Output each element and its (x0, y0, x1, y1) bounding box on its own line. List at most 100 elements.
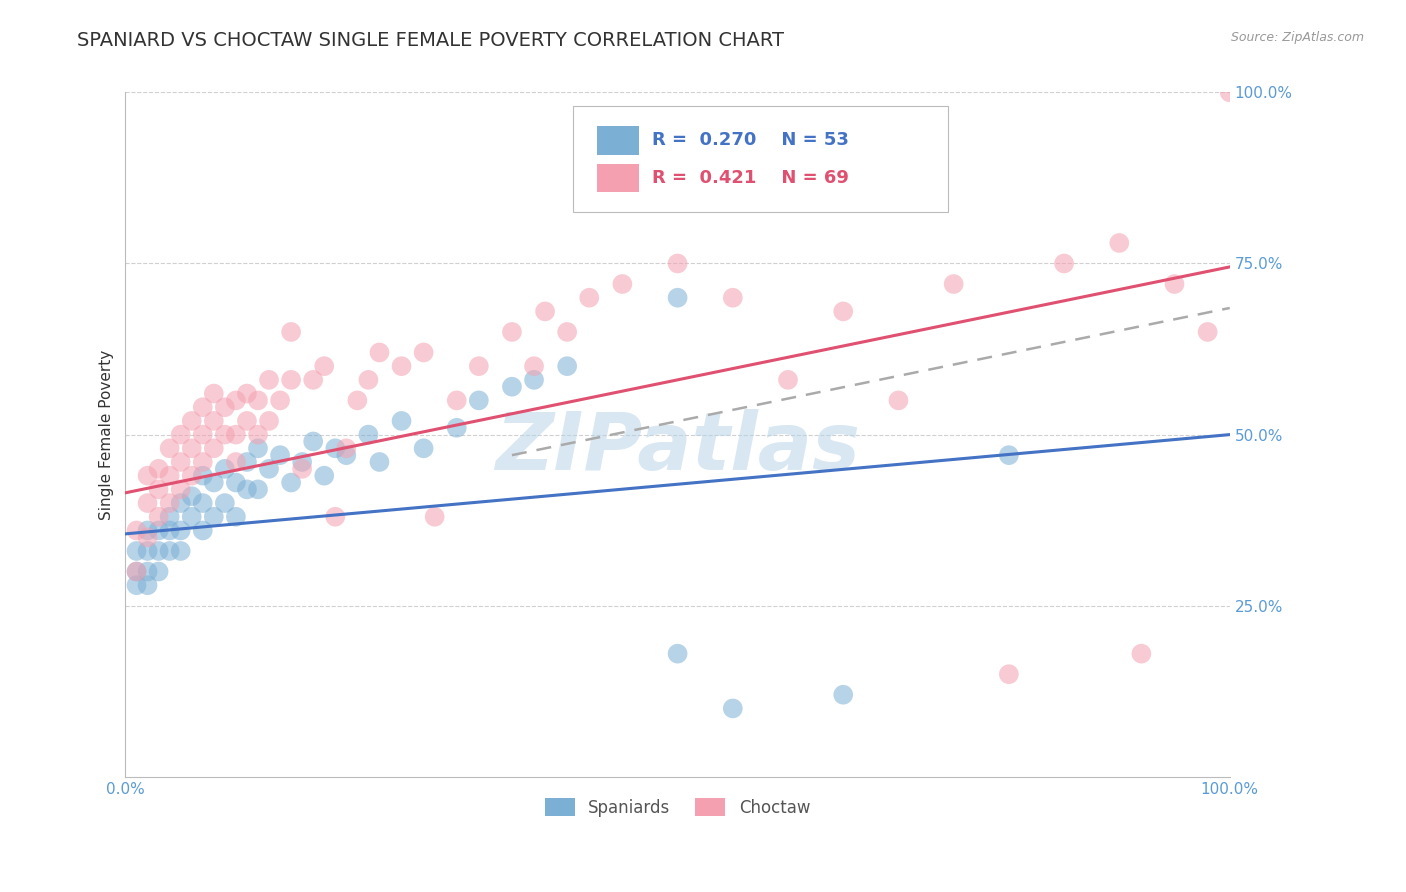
Point (335, 448, 357, 462)
Point (534, 304, 557, 318)
Point (246, 393, 269, 408)
Point (191, 496, 214, 510)
Point (323, 509, 346, 524)
Point (136, 565, 159, 579)
Point (523, 359, 546, 373)
Point (1219, 86, 1241, 100)
Point (1108, 235, 1130, 250)
Point (236, 386, 259, 401)
Text: Source: ZipAtlas.com: Source: ZipAtlas.com (1230, 31, 1364, 45)
Point (148, 565, 170, 579)
Point (578, 291, 600, 305)
Point (412, 442, 434, 456)
Point (170, 483, 193, 497)
Point (776, 373, 799, 387)
Point (357, 427, 380, 442)
Point (214, 496, 236, 510)
Point (555, 325, 578, 339)
FancyBboxPatch shape (572, 106, 948, 212)
Point (1130, 647, 1153, 661)
Text: SPANIARD VS CHOCTAW SINGLE FEMALE POVERTY CORRELATION CHART: SPANIARD VS CHOCTAW SINGLE FEMALE POVERT… (77, 31, 785, 50)
Point (446, 421, 468, 435)
Point (136, 496, 159, 510)
Point (468, 393, 491, 408)
Point (323, 442, 346, 456)
Point (136, 578, 159, 592)
Point (180, 468, 202, 483)
Point (832, 688, 855, 702)
Point (291, 462, 314, 476)
Point (236, 414, 259, 428)
Point (159, 496, 181, 510)
Point (136, 530, 159, 544)
Point (236, 455, 259, 469)
Point (148, 544, 170, 558)
Point (180, 414, 202, 428)
Point (1163, 277, 1185, 291)
Point (159, 524, 181, 538)
Point (170, 544, 193, 558)
Point (191, 468, 214, 483)
Point (832, 304, 855, 318)
Point (148, 524, 170, 538)
Point (125, 524, 148, 538)
Point (214, 401, 236, 415)
Point (136, 468, 159, 483)
Point (1197, 325, 1219, 339)
Point (202, 414, 225, 428)
Point (191, 427, 214, 442)
Point (125, 578, 148, 592)
Point (998, 667, 1021, 681)
Y-axis label: Single Female Poverty: Single Female Poverty (100, 350, 114, 520)
Point (423, 509, 446, 524)
Point (125, 544, 148, 558)
Point (257, 414, 280, 428)
Point (136, 524, 159, 538)
Point (942, 277, 965, 291)
Point (125, 565, 148, 579)
Point (391, 359, 413, 373)
Point (280, 475, 302, 490)
Point (391, 414, 413, 428)
Point (291, 455, 314, 469)
Point (225, 509, 247, 524)
FancyBboxPatch shape (598, 163, 638, 193)
Point (225, 427, 247, 442)
Point (1053, 256, 1076, 270)
Point (148, 462, 170, 476)
Point (214, 427, 236, 442)
Point (501, 380, 523, 394)
Point (202, 386, 225, 401)
Point (191, 401, 214, 415)
Point (236, 483, 259, 497)
Point (612, 277, 634, 291)
Point (202, 442, 225, 456)
Point (170, 524, 193, 538)
Point (214, 462, 236, 476)
Point (170, 427, 193, 442)
Point (148, 483, 170, 497)
Point (159, 468, 181, 483)
Point (159, 442, 181, 456)
Point (170, 496, 193, 510)
Point (225, 455, 247, 469)
Text: R =  0.421    N = 69: R = 0.421 N = 69 (652, 169, 849, 187)
Point (269, 393, 291, 408)
Point (412, 345, 434, 359)
Legend: Spaniards, Choctaw: Spaniards, Choctaw (538, 792, 817, 823)
Point (887, 393, 910, 408)
Point (191, 455, 214, 469)
Point (257, 462, 280, 476)
Point (280, 373, 302, 387)
Point (346, 393, 368, 408)
Point (314, 468, 336, 483)
Point (280, 325, 302, 339)
FancyBboxPatch shape (598, 126, 638, 154)
Point (314, 359, 336, 373)
Point (368, 345, 391, 359)
Point (246, 442, 269, 456)
Point (446, 393, 468, 408)
Point (125, 565, 148, 579)
Point (468, 359, 491, 373)
Point (555, 359, 578, 373)
